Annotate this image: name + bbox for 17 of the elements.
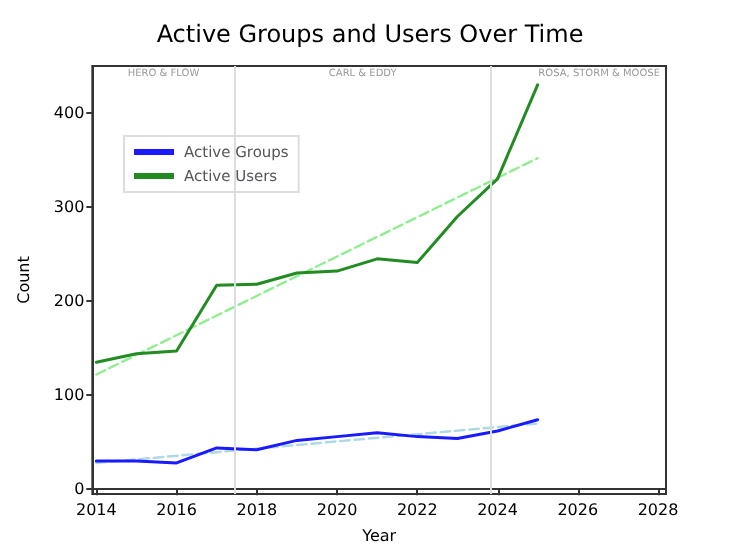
y-axis-title: Count — [15, 256, 33, 304]
x-tick-label: 2028 — [637, 501, 679, 519]
y-tick-label: 200 — [53, 292, 85, 311]
y-tick-label: 0 — [74, 480, 85, 499]
x-axis-title: Year — [360, 527, 398, 545]
x-tick-label: 2022 — [396, 501, 438, 519]
y-tick-label: 300 — [53, 198, 85, 217]
x-tick-label: 2024 — [477, 501, 518, 519]
x-tick-label: 2020 — [316, 501, 358, 519]
line-series — [94, 83, 540, 364]
x-tick-label: 2026 — [557, 501, 599, 519]
y-tick-label: 400 — [53, 104, 85, 123]
x-tick-label: 2016 — [156, 501, 197, 519]
chart-title: Active Groups and Users Over Time — [156, 20, 584, 48]
x-tick-label: 2018 — [236, 501, 278, 519]
y-tick-label: 100 — [53, 386, 85, 405]
x-tick-label: 2014 — [75, 501, 117, 519]
